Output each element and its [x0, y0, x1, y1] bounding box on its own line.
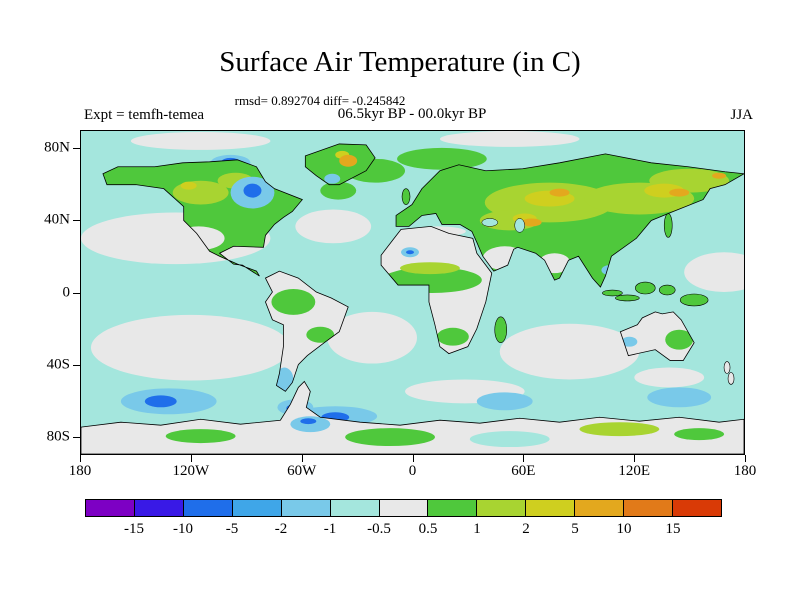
- colorbar-label: 15: [665, 521, 681, 537]
- colorbar-cell: [624, 500, 674, 516]
- season-label: JJA: [730, 107, 753, 123]
- colorbar-cell: [673, 500, 721, 516]
- y-tick-label: 40N: [44, 211, 70, 228]
- colorbar-label: 10: [616, 521, 632, 537]
- colorbar-labels: -15 -10 -5 -2 -1 -0.5 0.5 1 2 5 10 15: [85, 521, 722, 539]
- black-sea: [481, 218, 498, 227]
- x-tick-label: 120W: [172, 463, 210, 479]
- y-tick-label: 80S: [46, 428, 70, 445]
- colorbar-cell: [330, 500, 380, 516]
- map-plot-area: [80, 130, 745, 455]
- colorbar-label: -15: [124, 521, 144, 537]
- colorbar-label: -10: [173, 521, 193, 537]
- colorbar-label: 0.5: [418, 521, 438, 537]
- antarctica-anomalies: [165, 416, 725, 448]
- islands: [401, 188, 735, 385]
- x-tick-label: 120E: [618, 463, 650, 479]
- y-tick-label: 40S: [46, 356, 70, 373]
- colorbar-cell: [86, 500, 135, 516]
- colorbar-label: 5: [571, 521, 579, 537]
- y-axis-labels: 80N 40N 0 40S 80S: [26, 130, 70, 455]
- colorbar-label: 1: [473, 521, 481, 537]
- subtitle-period: 06.5kyr BP - 00.0kyr BP: [337, 106, 487, 122]
- x-tick-label: 180: [733, 463, 757, 479]
- colorbar: [85, 499, 722, 517]
- x-tick-label: 60W: [287, 463, 317, 479]
- colorbar-label: -5: [225, 521, 239, 537]
- australia-anomalies: [621, 329, 694, 350]
- greenland-anomalies: [324, 150, 358, 184]
- colorbar-cell: [575, 500, 625, 516]
- colorbar-cell: [134, 500, 184, 516]
- y-tick-mark: [73, 364, 80, 366]
- x-tick-mark: [634, 455, 636, 462]
- caspian-sea: [514, 218, 525, 233]
- colorbar-label: -1: [323, 521, 337, 537]
- y-tick-label: 0: [62, 284, 71, 300]
- stats-line: rmsd= 0.892704 diff= -0.245842: [234, 93, 406, 108]
- y-tick-mark: [73, 220, 80, 222]
- y-tick-mark: [73, 436, 80, 438]
- experiment-label: Expt = temfh-temea: [84, 107, 205, 123]
- colorbar-cell: [379, 500, 429, 516]
- colorbar-cell: [526, 500, 576, 516]
- north-america-anomalies: [172, 172, 275, 251]
- x-axis-ticks: [80, 455, 746, 462]
- x-tick-label: 180: [68, 463, 92, 479]
- x-tick-label: 60E: [511, 463, 536, 479]
- colorbar-cell: [477, 500, 527, 516]
- colorbar-cell: [281, 500, 331, 516]
- colorbar-cell: [428, 500, 478, 516]
- x-tick-mark: [412, 455, 414, 462]
- x-tick-mark: [190, 455, 192, 462]
- y-tick-label: 80N: [44, 139, 70, 156]
- y-tick-mark: [73, 292, 80, 294]
- x-tick-label: 0: [408, 463, 417, 479]
- x-tick-mark: [523, 455, 525, 462]
- page-title: Surface Air Temperature (in C): [219, 46, 581, 78]
- colorbar-label: -2: [274, 521, 288, 537]
- colorbar-label: -0.5: [367, 521, 391, 537]
- world-map-svg: [81, 131, 744, 454]
- colorbar-label: 2: [522, 521, 530, 537]
- x-tick-mark: [80, 455, 81, 462]
- y-axis-ticks: [73, 130, 80, 455]
- y-tick-mark: [73, 148, 80, 150]
- x-tick-mark: [745, 455, 746, 462]
- colorbar-cell: [183, 500, 233, 516]
- south-america-anomalies: [271, 289, 335, 392]
- x-axis-labels: 180 120W 60W 0 60E 120E 180: [69, 463, 757, 481]
- colorbar-cell: [232, 500, 282, 516]
- x-tick-mark: [301, 455, 303, 462]
